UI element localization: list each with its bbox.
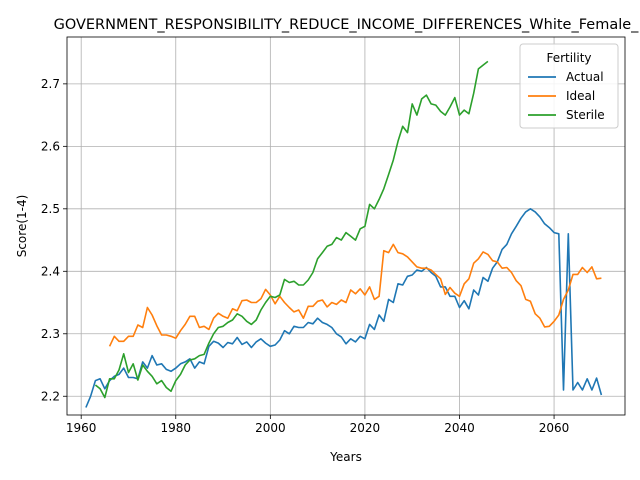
series-line-actual: [85, 208, 603, 408]
y-tick-label: 2.2: [41, 389, 60, 403]
y-tick-label: 2.4: [41, 264, 60, 278]
legend: Fertility Actual Ideal Sterile: [519, 43, 619, 129]
x-tick-label: 1960: [66, 421, 97, 435]
legend-label-sterile: Sterile: [566, 108, 605, 122]
legend-title: Fertility: [546, 51, 591, 65]
legend-label-ideal: Ideal: [566, 89, 595, 103]
legend-items: Actual Ideal Sterile: [528, 70, 605, 122]
x-tick-label: 2060: [539, 421, 570, 435]
x-tick-label: 2040: [444, 421, 475, 435]
y-tick-label: 2.6: [41, 139, 60, 153]
plot-frame: [66, 36, 626, 416]
y-tick-label: 2.7: [41, 77, 60, 91]
y-axis-label: Score(1-4): [15, 195, 29, 258]
legend-box: [519, 43, 619, 129]
chart-title: GOVERNMENT_RESPONSIBILITY_REDUCE_INCOME_…: [54, 17, 640, 33]
y-tick-label: 2.5: [41, 202, 60, 216]
series-line-sterile: [94, 60, 489, 399]
series-lines: [85, 60, 603, 408]
y-tick-label: 2.3: [41, 327, 60, 341]
series-line-ideal: [108, 243, 602, 347]
axis-ticks: 1960 1980 2000 2020 2040 2060 2.2 2.3 2.4 2.5 2.6 2…: [41, 77, 569, 435]
grid: [67, 37, 625, 415]
legend-label-actual: Actual: [566, 70, 604, 84]
x-tick-label: 2020: [350, 421, 381, 435]
x-tick-label: 1980: [160, 421, 191, 435]
x-tick-label: 2000: [255, 421, 286, 435]
x-axis-label: Years: [329, 450, 362, 464]
